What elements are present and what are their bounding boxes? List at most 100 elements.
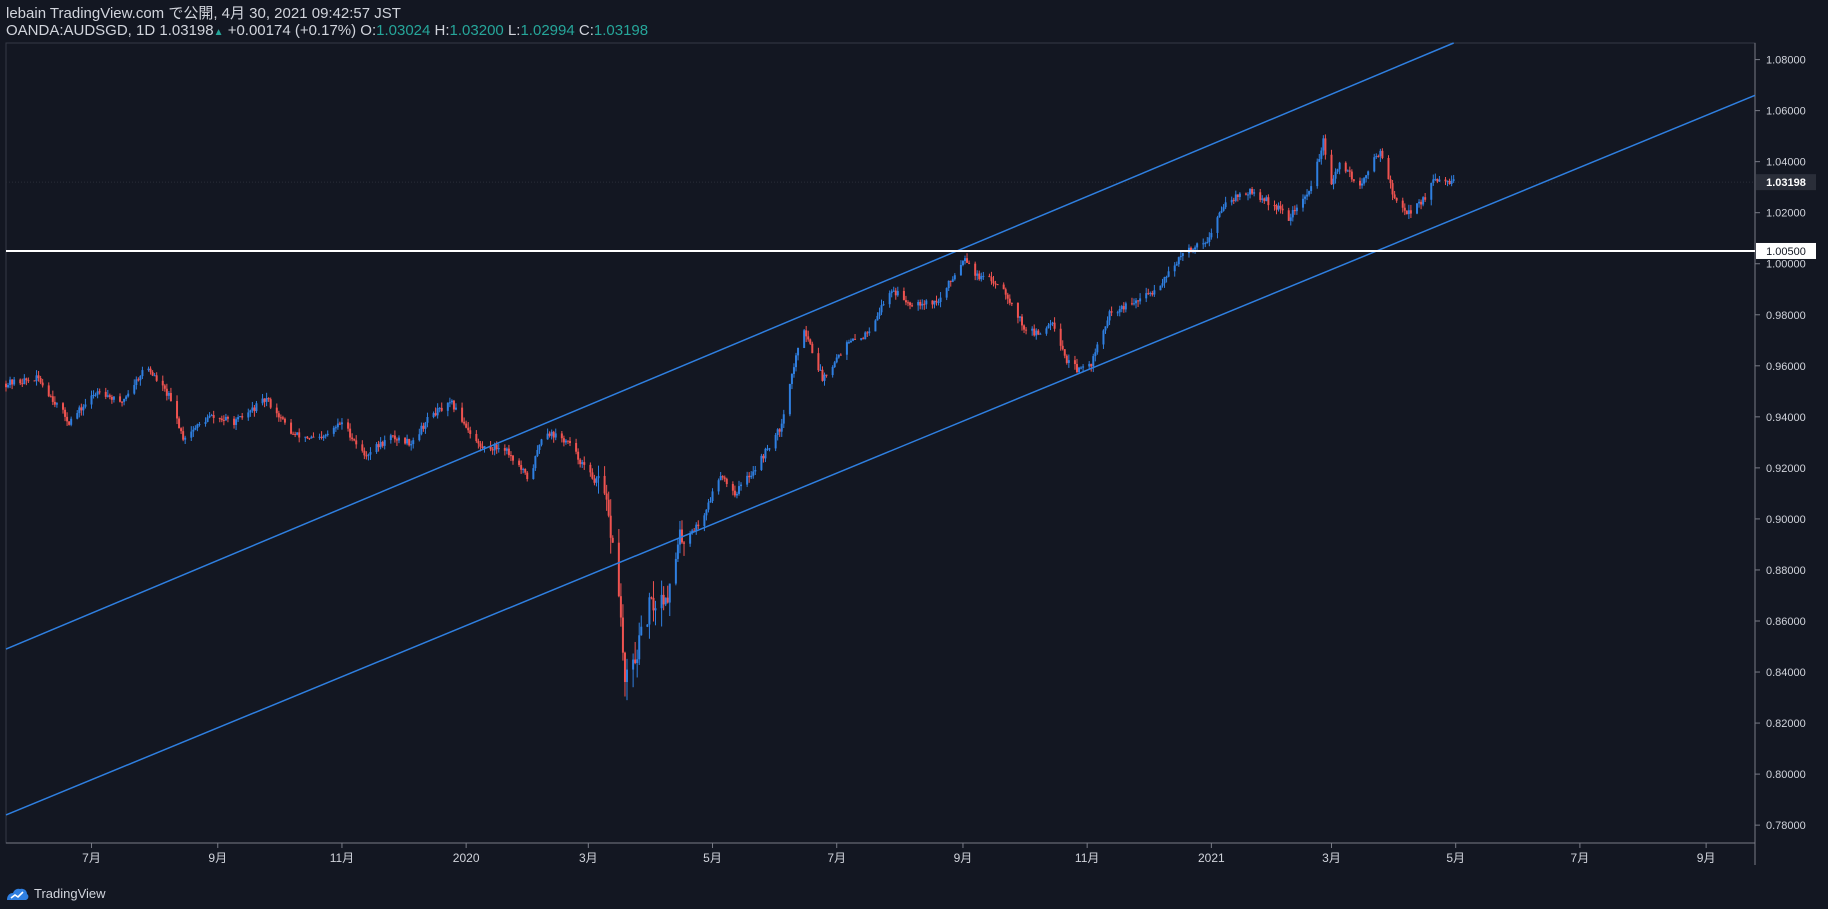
x-tick-label: 2021 <box>1198 851 1225 865</box>
candle-body <box>748 475 751 478</box>
candle-body <box>1320 150 1323 159</box>
candle-body <box>968 262 971 264</box>
candle-body <box>546 433 549 440</box>
candle-body <box>1075 364 1078 373</box>
candle-body <box>1173 265 1176 272</box>
candle-body <box>849 340 852 343</box>
candle-body <box>1334 171 1337 179</box>
candle-body <box>290 422 293 434</box>
candle-body <box>864 332 867 340</box>
candle-body <box>1293 210 1296 212</box>
candle-body <box>1208 237 1211 243</box>
candle-body <box>277 413 280 418</box>
candle-body <box>945 288 948 298</box>
candle-body <box>406 438 409 444</box>
candle-body <box>351 437 354 440</box>
candle-body <box>62 403 65 410</box>
candle-body <box>566 440 569 442</box>
last-price-label: 1.03198 <box>1766 177 1806 189</box>
candle-body <box>98 391 101 393</box>
candle-body <box>689 533 692 544</box>
candle-body <box>27 380 30 382</box>
candle-body <box>1010 302 1013 304</box>
candle-body <box>937 301 940 303</box>
candle-body <box>190 431 193 438</box>
candle-body <box>607 499 610 516</box>
candle-body <box>735 493 738 496</box>
candle-body <box>349 428 352 438</box>
candle-body <box>823 374 826 381</box>
candle-body <box>982 275 985 277</box>
candle-body <box>194 427 197 430</box>
candle-body <box>220 418 223 421</box>
candle-body <box>33 380 36 382</box>
candle-body <box>921 303 924 306</box>
candle-body <box>318 436 321 438</box>
candle-body <box>902 291 905 301</box>
candle-body <box>446 402 449 411</box>
candle-body <box>1350 171 1353 180</box>
candle-body <box>776 429 779 435</box>
hline-price-tag <box>1756 242 1816 259</box>
candle-body <box>452 400 455 410</box>
candle-body <box>1287 210 1290 221</box>
candle-body <box>536 450 539 457</box>
symbol-name[interactable]: OANDA:AUDSGD, 1D <box>6 22 156 39</box>
candle-body <box>493 444 496 451</box>
channel-line-upper <box>5 42 1454 650</box>
candle-body <box>184 437 187 440</box>
candle-body <box>324 435 327 437</box>
tradingview-brand[interactable]: TradingView <box>6 886 106 901</box>
candle-body <box>347 422 350 429</box>
candle-body <box>711 491 714 501</box>
candle-body <box>96 391 99 395</box>
candle-body <box>141 370 144 377</box>
candle-body <box>676 544 679 559</box>
candle-body <box>737 486 740 494</box>
candle-body <box>1261 198 1264 200</box>
candle-body <box>1251 188 1254 194</box>
candle-body <box>477 441 480 444</box>
candle-body <box>1346 170 1349 172</box>
candle-body <box>1277 205 1280 210</box>
last-price-tag <box>1756 174 1816 191</box>
candle-body <box>5 383 7 388</box>
candle-body <box>1039 333 1042 335</box>
candle-body <box>112 396 115 400</box>
candle-body <box>312 436 315 438</box>
candle-body <box>931 300 934 305</box>
candle-body <box>391 435 394 437</box>
candle-body <box>917 301 920 306</box>
candle-body <box>654 608 657 611</box>
candle-body <box>709 500 712 503</box>
candle-body <box>852 338 855 341</box>
candle-body <box>298 432 301 438</box>
candle-body <box>204 421 207 424</box>
candle-body <box>1446 180 1449 182</box>
candle-body <box>1316 161 1319 187</box>
candle-body <box>82 406 85 411</box>
up-arrow-icon: ▲ <box>213 27 224 38</box>
candle-body <box>662 594 665 605</box>
candle-body <box>353 439 356 441</box>
candle-body <box>780 423 783 432</box>
candle-body <box>432 413 435 417</box>
candle-body <box>119 396 122 402</box>
candle-body <box>1375 156 1378 158</box>
candle-body <box>182 431 185 440</box>
candle-body <box>53 401 56 405</box>
candle-body <box>1179 256 1182 258</box>
last-price: 1.03198 <box>159 22 214 39</box>
candle-body <box>503 448 506 451</box>
candle-body <box>438 407 441 409</box>
candle-body <box>534 456 537 469</box>
candle-body <box>768 448 771 450</box>
candle-body <box>393 435 396 440</box>
candle-body <box>760 455 763 470</box>
candle-body <box>835 357 838 363</box>
candle-body <box>1253 192 1256 194</box>
candle-body <box>1352 179 1355 181</box>
candle-body <box>389 435 392 441</box>
x-tick-label: 2020 <box>453 851 480 865</box>
